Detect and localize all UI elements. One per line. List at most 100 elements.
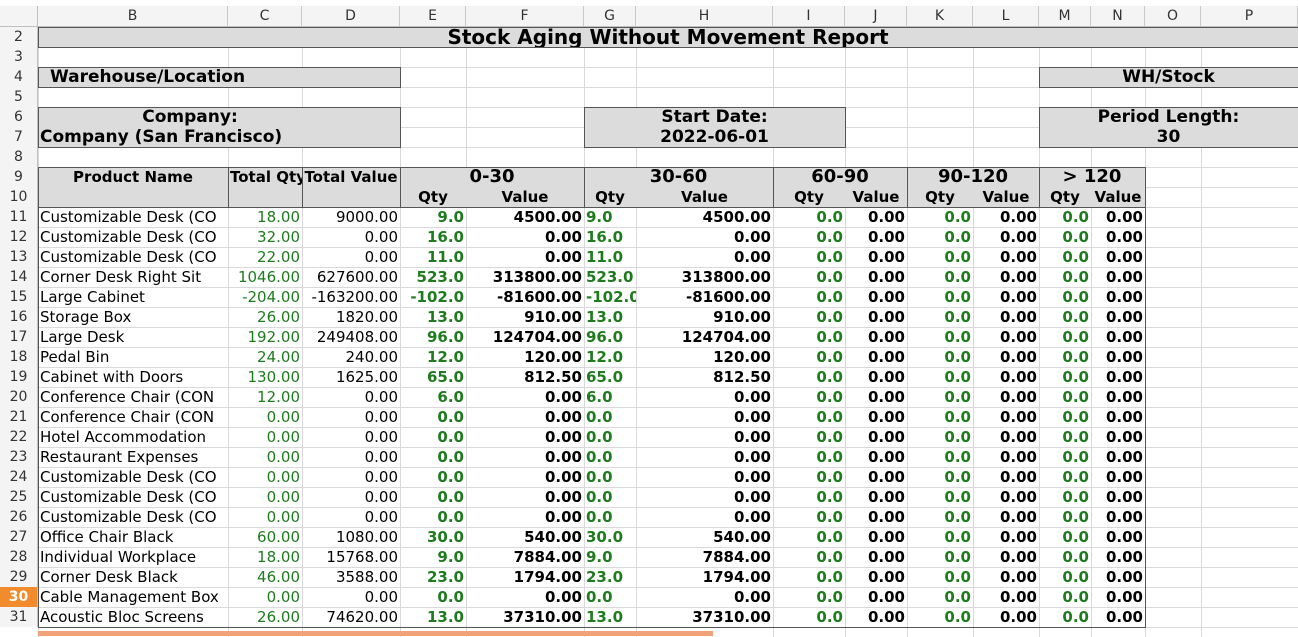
row-header-31[interactable]: 31 <box>0 607 38 627</box>
warehouse-value-band <box>1039 67 1298 88</box>
value-0-30-cell: 37310.00 <box>503 608 582 626</box>
row-header-3[interactable]: 3 <box>0 47 38 67</box>
grid-line <box>38 287 1298 288</box>
value-bucket-2-cell: 0.00 <box>867 288 905 306</box>
row-header-14[interactable]: 14 <box>0 267 38 287</box>
row-header-24[interactable]: 24 <box>0 467 38 487</box>
value-bucket-2-cell: 0.00 <box>867 348 905 366</box>
row-header-5[interactable]: 5 <box>0 87 38 107</box>
qty-bucket-2-cell: 0.0 <box>816 348 843 366</box>
column-header-I[interactable]: I <box>773 6 845 26</box>
value-30-60-cell: 0.00 <box>733 388 771 406</box>
value-0-30-cell: 313800.00 <box>492 268 582 286</box>
row-header-9[interactable]: 9 <box>0 167 38 187</box>
value-bucket-4-cell: 0.00 <box>1105 428 1143 446</box>
product-name-cell: Corner Desk Right Sit <box>40 268 202 286</box>
product-name-cell: Restaurant Expenses <box>40 448 199 466</box>
row-header-13[interactable]: 13 <box>0 247 38 267</box>
header-divider <box>1039 167 1040 207</box>
value-bucket-4-cell: 0.00 <box>1105 388 1143 406</box>
warehouse-label-band <box>38 67 401 88</box>
column-header-L[interactable]: L <box>973 6 1039 26</box>
row-header-7[interactable]: 7 <box>0 127 38 147</box>
qty-30-60-cell: 12.0 <box>586 348 624 366</box>
row-header-4[interactable]: 4 <box>0 67 38 87</box>
column-header-P[interactable]: P <box>1201 6 1298 26</box>
value-30-60-cell: 0.00 <box>733 448 771 466</box>
row-header-12[interactable]: 12 <box>0 227 38 247</box>
row-header-6[interactable]: 6 <box>0 107 38 127</box>
row-header-27[interactable]: 27 <box>0 527 38 547</box>
value-bucket-3-cell: 0.00 <box>999 288 1037 306</box>
title-band <box>38 27 1298 48</box>
row-header-28[interactable]: 28 <box>0 547 38 567</box>
header-divider <box>400 167 401 207</box>
column-header-B[interactable]: B <box>38 6 228 26</box>
column-header-N[interactable]: N <box>1091 6 1145 26</box>
value-bucket-3-cell: 0.00 <box>999 568 1037 586</box>
row-header-26[interactable]: 26 <box>0 507 38 527</box>
value-0-30-cell: -81600.00 <box>497 288 582 306</box>
row-header-16[interactable]: 16 <box>0 307 38 327</box>
qty-30-60-cell: 0.0 <box>586 408 613 426</box>
column-header-G[interactable]: G <box>584 6 636 26</box>
row-header-15[interactable]: 15 <box>0 287 38 307</box>
qty-0-30-cell: -102.0 <box>410 288 464 306</box>
company-band <box>38 107 401 148</box>
product-name-cell: Corner Desk Black <box>40 568 178 586</box>
product-name-cell: Large Cabinet <box>40 288 145 306</box>
row-header-11[interactable]: 11 <box>0 207 38 227</box>
column-header-F[interactable]: F <box>466 6 584 26</box>
row-header-18[interactable]: 18 <box>0 347 38 367</box>
grid-line <box>38 247 1298 248</box>
value-30-60-cell: -81600.00 <box>686 288 771 306</box>
select-all-corner[interactable] <box>0 6 38 26</box>
row-header-8[interactable]: 8 <box>0 147 38 167</box>
horizontal-scrollbar[interactable] <box>38 631 713 636</box>
row-header-21[interactable]: 21 <box>0 407 38 427</box>
row-header-25[interactable]: 25 <box>0 487 38 507</box>
column-header-J[interactable]: J <box>845 6 907 26</box>
header-product-name: Product Name <box>73 168 193 186</box>
column-header-H[interactable]: H <box>636 6 773 26</box>
value-0-30-cell: 910.00 <box>524 308 582 326</box>
column-header-O[interactable]: O <box>1145 6 1201 26</box>
row-header-29[interactable]: 29 <box>0 567 38 587</box>
qty-bucket-2-cell: 0.0 <box>816 448 843 466</box>
row-header-19[interactable]: 19 <box>0 367 38 387</box>
qty-bucket-4-cell: 0.0 <box>1062 508 1089 526</box>
column-header-E[interactable]: E <box>400 6 466 26</box>
qty-0-30-cell: 13.0 <box>426 308 464 326</box>
qty-30-60-cell: 0.0 <box>586 428 613 446</box>
row-header-10[interactable]: 10 <box>0 187 38 207</box>
value-0-30-cell: 0.00 <box>544 408 582 426</box>
qty-bucket-4-cell: 0.0 <box>1062 368 1089 386</box>
total-qty-cell: 32.00 <box>257 228 300 246</box>
column-header-C[interactable]: C <box>228 6 302 26</box>
value-0-30-cell: 4500.00 <box>513 208 582 226</box>
table-header-band <box>38 167 1146 208</box>
qty-bucket-4-cell: 0.0 <box>1062 528 1089 546</box>
total-qty-cell: 130.00 <box>247 368 301 386</box>
product-name-cell: Customizable Desk (CO <box>40 488 217 506</box>
product-name-cell: Customizable Desk (CO <box>40 248 217 266</box>
column-header-D[interactable]: D <box>302 6 400 26</box>
row-header-17[interactable]: 17 <box>0 327 38 347</box>
row-header-2[interactable]: 2 <box>0 27 38 47</box>
column-header-K[interactable]: K <box>907 6 973 26</box>
qty-0-30-cell: 65.0 <box>426 368 464 386</box>
total-value-cell: 240.00 <box>345 348 399 366</box>
row-header-23[interactable]: 23 <box>0 447 38 467</box>
grid-line <box>38 487 1298 488</box>
value-bucket-2-cell: 0.00 <box>867 588 905 606</box>
column-header-M[interactable]: M <box>1039 6 1091 26</box>
value-0-30-cell: 540.00 <box>524 528 582 546</box>
header-total-value: Total Value <box>304 168 398 186</box>
value-30-60-cell: 0.00 <box>733 228 771 246</box>
value-bucket-3-cell: 0.00 <box>999 468 1037 486</box>
row-header-20[interactable]: 20 <box>0 387 38 407</box>
row-header-30[interactable]: 30 <box>0 587 38 607</box>
row-header-22[interactable]: 22 <box>0 427 38 447</box>
total-qty-cell: 0.00 <box>266 448 300 466</box>
value-30-60-cell: 812.50 <box>713 368 771 386</box>
